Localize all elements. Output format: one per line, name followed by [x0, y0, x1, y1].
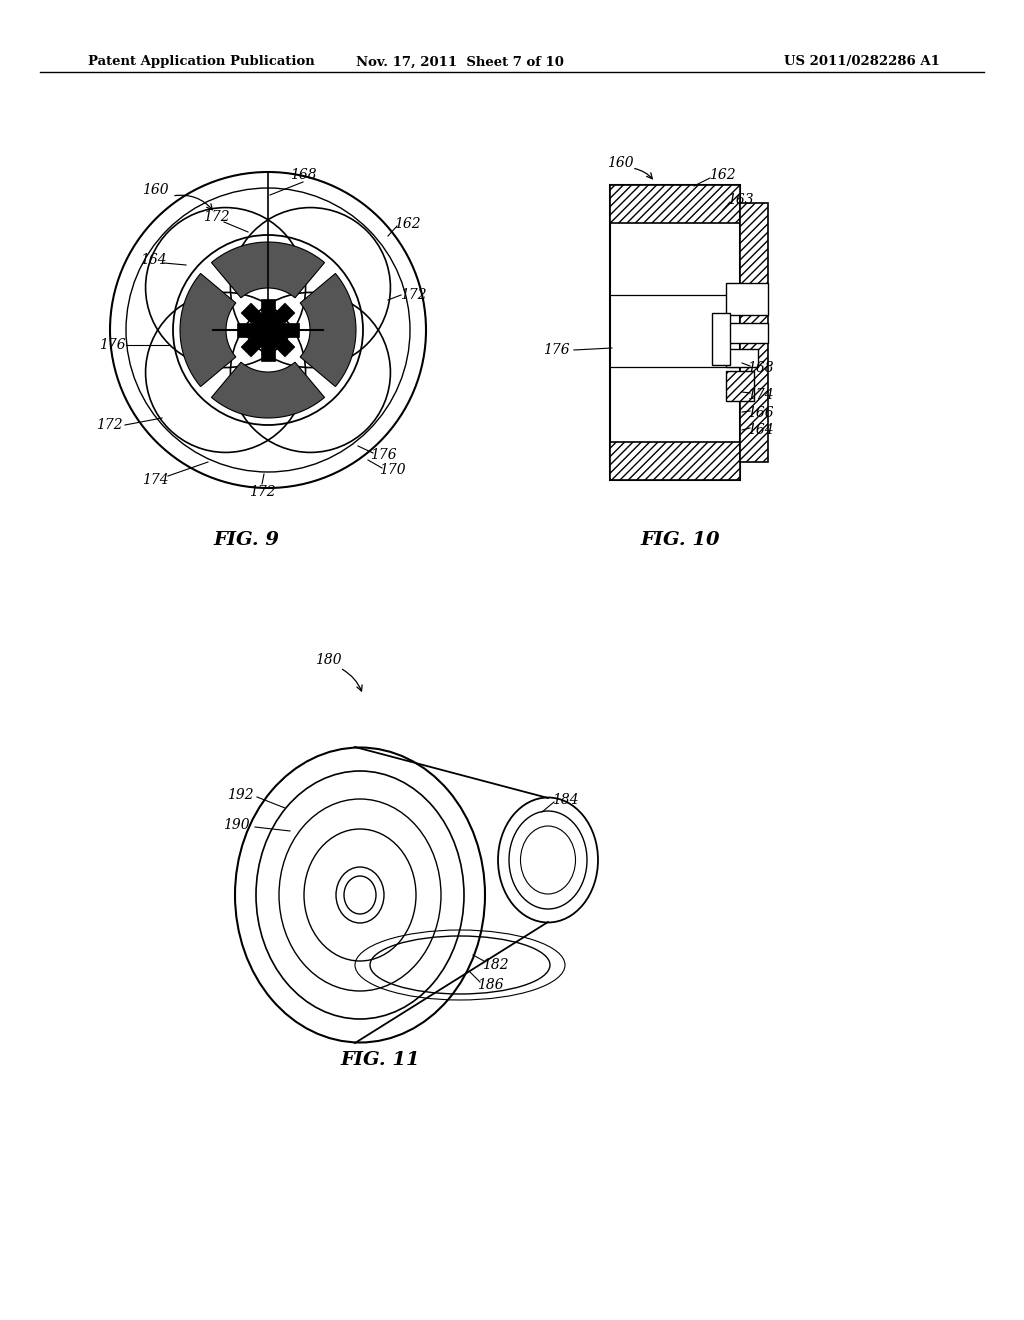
Bar [726, 323, 768, 343]
Text: 186: 186 [477, 978, 504, 993]
Bar [726, 348, 758, 367]
Text: 160: 160 [606, 156, 633, 170]
Text: 190: 190 [222, 818, 249, 832]
Bar [610, 185, 740, 480]
Polygon shape [211, 242, 325, 298]
Text: 162: 162 [709, 168, 735, 182]
Polygon shape [261, 300, 275, 360]
Bar [610, 185, 740, 223]
Bar [726, 371, 754, 401]
Polygon shape [211, 362, 325, 418]
Text: 184: 184 [552, 793, 579, 807]
Polygon shape [300, 273, 356, 387]
Bar [726, 282, 768, 315]
Text: Nov. 17, 2011  Sheet 7 of 10: Nov. 17, 2011 Sheet 7 of 10 [356, 55, 564, 69]
Text: 170: 170 [379, 463, 406, 477]
Polygon shape [241, 304, 295, 356]
Text: 182: 182 [481, 958, 508, 972]
Text: 180: 180 [314, 653, 341, 667]
Text: FIG. 11: FIG. 11 [340, 1051, 420, 1069]
Text: 163: 163 [727, 193, 754, 207]
Text: 160: 160 [141, 183, 168, 197]
Text: 172: 172 [95, 418, 122, 432]
Text: 172: 172 [203, 210, 229, 224]
Polygon shape [237, 323, 299, 337]
Bar [712, 313, 730, 366]
Text: Patent Application Publication: Patent Application Publication [88, 55, 314, 69]
Text: 168: 168 [290, 168, 316, 182]
Text: 168: 168 [746, 360, 773, 375]
Text: US 2011/0282286 A1: US 2011/0282286 A1 [784, 55, 940, 69]
Text: 162: 162 [393, 216, 420, 231]
Polygon shape [180, 273, 236, 387]
Text: 174: 174 [746, 388, 773, 403]
Text: 192: 192 [226, 788, 253, 803]
Text: 172: 172 [249, 484, 275, 499]
Text: 176: 176 [370, 447, 396, 462]
Text: 164: 164 [139, 253, 166, 267]
Polygon shape [241, 304, 295, 356]
Text: 176: 176 [98, 338, 125, 352]
Text: 172: 172 [399, 288, 426, 302]
Circle shape [263, 325, 273, 335]
Bar [740, 203, 768, 462]
Text: 164: 164 [746, 422, 773, 437]
Bar [610, 442, 740, 480]
Text: 166: 166 [746, 407, 773, 420]
Text: FIG. 10: FIG. 10 [640, 531, 720, 549]
Text: 176: 176 [543, 343, 569, 356]
Text: FIG. 9: FIG. 9 [213, 531, 279, 549]
Text: 174: 174 [141, 473, 168, 487]
